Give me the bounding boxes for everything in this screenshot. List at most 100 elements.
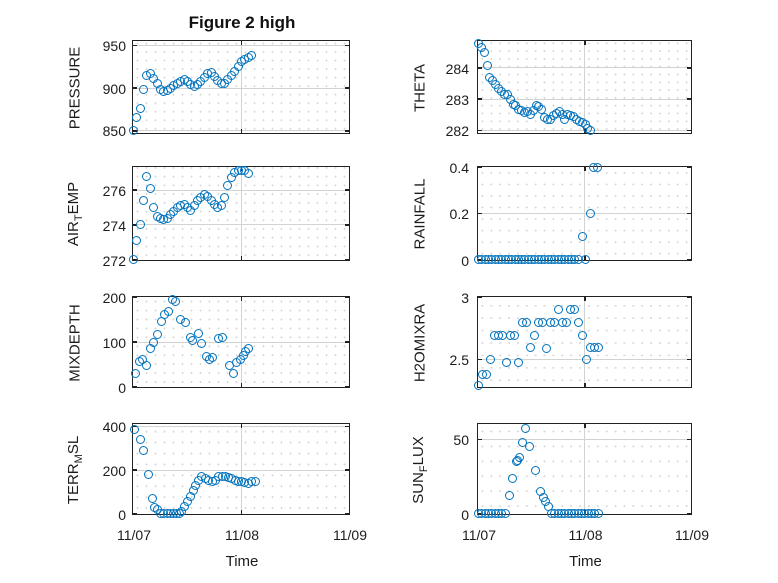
y-tick-mark [687,98,692,100]
y-tick-mark [345,469,350,471]
y-tick-label: 900 [102,80,126,97]
figure-title: Figure 2 high [188,13,296,32]
y-tick-mark [133,386,138,388]
y-tick-mark [687,166,692,169]
x-gridline [584,41,586,134]
x-gridline [584,424,586,514]
y-tick-mark [478,67,483,69]
y-tick-mark [478,358,483,361]
x-gridline [584,167,586,260]
y-tick-mark [133,469,138,471]
y-tick-label: 2.5 [449,352,469,369]
y-tick-label: 272 [102,252,126,269]
data-point-marker [581,355,591,365]
y-tick-mark [345,189,350,191]
data-point-marker [196,338,206,348]
y-tick-mark [345,44,350,47]
y-tick-mark [687,438,692,441]
data-point-marker [220,192,230,202]
data-point-marker [141,360,151,370]
data-point-marker [529,331,539,341]
data-point-marker [580,255,590,265]
y-tick-mark [345,513,350,515]
y-tick-label: 283 [445,91,469,108]
x-tick-mark [240,129,243,134]
x-tick-mark [240,382,243,387]
y-axis-label-subscript: T [73,214,85,222]
y-axis-label-subscript: F [418,465,430,472]
y-axis-label: H2OMIXRA [412,304,429,382]
x-tick-mark [240,297,243,302]
y-tick-label: 0 [461,506,469,523]
y-tick-label: 950 [102,38,126,55]
y-axis-label-text: PRESSURE [66,46,84,130]
y-tick-label: 284 [445,60,469,77]
data-point-marker [509,331,519,341]
data-point-marker [573,317,583,327]
data-point-marker [132,112,142,122]
plot-pressure [128,40,351,136]
data-point-marker [513,357,523,367]
y-tick-mark [478,129,483,132]
y-tick-mark [478,166,483,169]
data-point-marker [135,434,145,444]
data-point-marker [128,255,138,265]
data-point-marker [485,355,495,365]
y-tick-mark [478,212,483,215]
plot-mixdepth [131,295,351,388]
y-tick-mark [687,513,692,515]
y-tick-mark [687,259,692,261]
data-point-marker [171,297,181,307]
x-gridline [240,424,242,514]
data-point-marker [207,353,217,363]
y-tick-mark [345,130,350,132]
data-point-marker [500,509,510,519]
data-point-marker [515,452,525,462]
data-point-marker [482,60,492,70]
data-point-marker [521,424,531,434]
x-tick-label: 11/07 [117,527,151,543]
plot-theta [473,39,693,136]
data-point-marker [216,201,226,211]
x-tick-mark [240,424,243,429]
data-point-marker [586,126,596,136]
data-point-marker [479,47,489,57]
data-point-marker [593,509,603,519]
y-tick-mark [133,189,138,191]
x-tick-label: 11/08 [568,527,603,543]
y-axis-label: PRESSURE [67,47,84,130]
y-tick-label: 0 [118,506,126,523]
data-point-marker [149,337,159,347]
x-tick-mark [584,41,586,46]
x-gridline [240,41,242,134]
y-tick-mark [345,341,350,343]
y-tick-label: 400 [102,419,126,436]
data-point-marker [144,470,154,480]
x-tick-label: 11/09 [333,527,367,543]
data-point-marker [244,344,254,354]
plot-h2omixra [473,296,693,391]
data-point-marker [131,368,141,378]
data-point-marker [229,369,239,379]
y-tick-label: 200 [102,290,126,306]
y-tick-label: 200 [102,462,126,479]
data-point-marker [149,203,159,213]
data-point-marker [188,335,198,345]
x-gridline [240,297,242,387]
y-tick-label: 0 [118,379,126,396]
y-tick-label: 3 [461,290,469,306]
x-tick-label: 11/09 [675,527,709,543]
data-point-marker [481,369,491,379]
data-point-marker [501,357,511,367]
y-tick-mark [478,296,483,299]
data-point-marker [593,342,603,352]
data-point-marker [129,425,139,435]
y-tick-label: 850 [102,123,126,140]
y-axis-label-text: THETA [411,63,429,113]
x-tick-label: 11/08 [225,527,259,543]
data-point-marker [180,317,190,327]
y-tick-mark [687,129,692,132]
y-tick-label: 282 [445,122,469,139]
data-point-marker [561,317,571,327]
data-point-marker [553,305,563,315]
